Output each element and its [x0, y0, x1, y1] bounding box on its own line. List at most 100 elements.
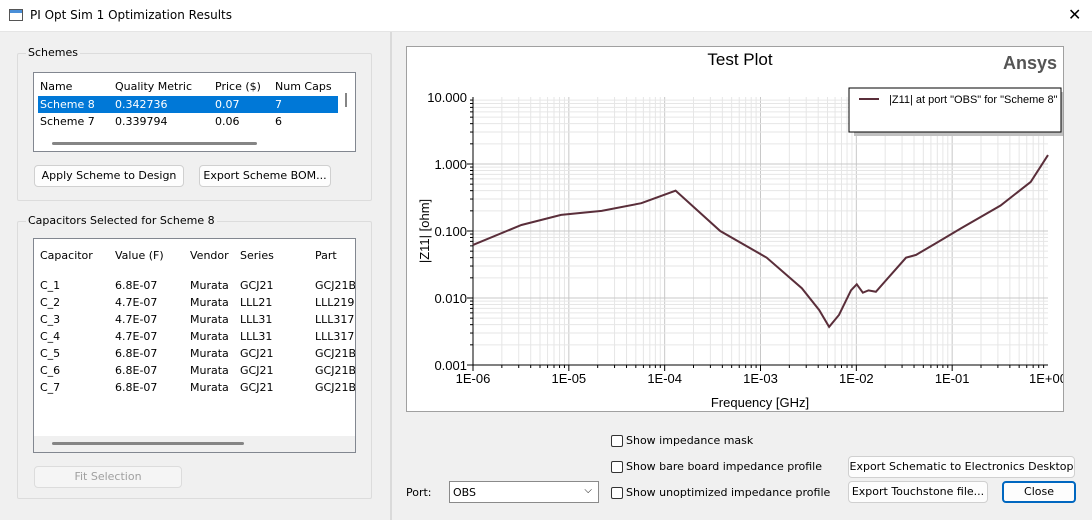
- y-axis-label: |Z11| [ohm]: [417, 199, 432, 263]
- column-header[interactable]: Vendor: [190, 249, 229, 262]
- table-cell: C_2: [40, 296, 61, 309]
- schemes-header: Name Quality Metric Price ($) Num Caps: [38, 78, 338, 95]
- table-row[interactable]: C_5 6.8E-07 Murata GCJ21 GCJ21BI: [38, 345, 356, 362]
- close-button[interactable]: Close: [1002, 481, 1076, 503]
- close-icon[interactable]: ✕: [1068, 5, 1082, 24]
- horizontal-scrollbar[interactable]: [52, 442, 244, 445]
- table-cell: 6.8E-07: [115, 364, 158, 377]
- table-cell: LLL219R: [315, 296, 355, 309]
- table-cell: C_3: [40, 313, 61, 326]
- checkbox-box[interactable]: [611, 434, 623, 447]
- column-header[interactable]: Series: [240, 249, 274, 262]
- table-row[interactable]: C_6 6.8E-07 Murata GCJ21 GCJ21BI: [38, 362, 356, 379]
- schemes-table[interactable]: Name Quality Metric Price ($) Num Caps S…: [33, 72, 356, 152]
- impedance-plot: 1E-06 1E-05 1E-04 1E-03 1E-02 1E-01 1E+00 0.001…: [417, 50, 1067, 410]
- table-cell: 0.339794: [115, 115, 168, 128]
- horizontal-scrollbar[interactable]: [52, 142, 257, 145]
- table-row[interactable]: C_4 4.7E-07 Murata LLL31 LLL317R: [38, 328, 355, 345]
- export-touchstone-button[interactable]: Export Touchstone file...: [848, 481, 988, 503]
- app-icon: [9, 9, 23, 21]
- capacitors-table[interactable]: Capacitor Value (F) Vendor Series Part C…: [33, 238, 356, 453]
- export-schematic-button[interactable]: Export Schematic to Electronics Desktop: [848, 456, 1075, 478]
- table-cell: Scheme 7: [40, 115, 95, 128]
- table-cell: Scheme 8: [40, 98, 95, 111]
- table-cell: 4.7E-07: [115, 313, 158, 326]
- table-cell: Murata: [190, 330, 229, 343]
- capacitors-group: Capacitors Selected for Scheme 8: [17, 214, 372, 499]
- show-unoptimized-checkbox[interactable]: Show unoptimized impedance profile: [611, 486, 830, 499]
- table-cell: LLL31: [240, 313, 273, 326]
- x-tick-label: 1E-06: [456, 371, 491, 386]
- splitter[interactable]: [390, 32, 392, 520]
- table-cell: GCJ21BI: [315, 279, 356, 292]
- column-header[interactable]: Value (F): [115, 249, 164, 262]
- series-line: [472, 154, 1049, 329]
- table-cell: Murata: [190, 313, 229, 326]
- table-cell: 6.8E-07: [115, 381, 158, 394]
- table-cell: GCJ21: [240, 381, 274, 394]
- checkbox-box[interactable]: [611, 486, 623, 499]
- table-cell: C_4: [40, 330, 61, 343]
- table-cell: Murata: [190, 279, 229, 292]
- table-row[interactable]: C_7 6.8E-07 Murata GCJ21 GCJ21BI: [38, 379, 356, 396]
- table-cell: 0.342736: [115, 98, 168, 111]
- column-header[interactable]: Name: [40, 80, 73, 93]
- export-bom-button[interactable]: Export Scheme BOM...: [199, 165, 331, 187]
- table-cell: LLL31: [240, 330, 273, 343]
- table-cell: 4.7E-07: [115, 330, 158, 343]
- legend-entry: |Z11| at port "OBS" for "Scheme 8": [889, 94, 1058, 106]
- x-tick-label: 1E+00: [1029, 371, 1063, 386]
- table-cell: GCJ21BI: [315, 364, 356, 377]
- column-header[interactable]: Price ($): [215, 80, 261, 93]
- table-cell: Murata: [190, 364, 229, 377]
- checkbox-label: Show bare board impedance profile: [626, 460, 822, 473]
- port-value: OBS: [453, 486, 476, 499]
- column-header[interactable]: Capacitor: [40, 249, 93, 262]
- table-cell: C_6: [40, 364, 61, 377]
- legend: [848, 87, 1062, 133]
- table-cell: C_7: [40, 381, 61, 394]
- table-cell: GCJ21: [240, 364, 274, 377]
- column-header[interactable]: Num Caps: [275, 80, 332, 93]
- table-cell: GCJ21BI: [315, 381, 356, 394]
- table-cell: 6: [275, 115, 282, 128]
- x-tick-label: 1E-02: [839, 371, 874, 386]
- table-cell: LLL21: [240, 296, 273, 309]
- table-row[interactable]: C_3 4.7E-07 Murata LLL31 LLL317R: [38, 311, 355, 328]
- column-header[interactable]: Quality Metric: [115, 80, 192, 93]
- port-select[interactable]: OBS ⌵: [449, 481, 599, 503]
- table-row[interactable]: Scheme 8 0.342736 0.07 7: [38, 96, 338, 113]
- table-cell: 6.8E-07: [115, 347, 158, 360]
- fit-selection-button[interactable]: Fit Selection: [34, 466, 182, 488]
- checkbox-label: Show unoptimized impedance profile: [626, 486, 831, 499]
- y-tick-label: 10.000: [427, 90, 467, 105]
- table-cell: Murata: [190, 296, 229, 309]
- y-tick-label: 0.100: [434, 224, 467, 239]
- table-cell: Murata: [190, 381, 229, 394]
- chart-title: Test Plot: [707, 50, 772, 69]
- apply-scheme-button[interactable]: Apply Scheme to Design: [34, 165, 184, 187]
- ansys-logo: Ansys: [1003, 53, 1057, 73]
- table-cell: GCJ21: [240, 347, 274, 360]
- show-mask-checkbox[interactable]: Show impedance mask: [611, 434, 753, 447]
- table-cell: 0.06: [215, 115, 240, 128]
- table-row[interactable]: C_1 6.8E-07 Murata GCJ21 GCJ21BI: [38, 277, 356, 294]
- port-label: Port:: [406, 486, 432, 499]
- table-row[interactable]: Scheme 7 0.339794 0.06 6: [38, 113, 338, 130]
- x-tick-label: 1E-05: [551, 371, 586, 386]
- column-header[interactable]: Part: [315, 249, 337, 262]
- checkbox-label: Show impedance mask: [626, 434, 754, 447]
- capacitors-header: Capacitor Value (F) Vendor Series Part: [38, 247, 355, 264]
- x-tick-label: 1E-03: [743, 371, 778, 386]
- x-tick-label: 1E-04: [647, 371, 682, 386]
- table-cell: LLL317R: [315, 313, 355, 326]
- x-tick-label: 1E-01: [935, 371, 970, 386]
- checkbox-box[interactable]: [611, 460, 623, 473]
- table-row[interactable]: C_2 4.7E-07 Murata LLL21 LLL219R: [38, 294, 355, 311]
- table-cell: 4.7E-07: [115, 296, 158, 309]
- table-cell: 6.8E-07: [115, 279, 158, 292]
- table-cell: 0.07: [215, 98, 240, 111]
- table-cell: GCJ21BI: [315, 347, 356, 360]
- show-bare-board-checkbox[interactable]: Show bare board impedance profile: [611, 460, 822, 473]
- vertical-scrollbar[interactable]: [345, 93, 347, 107]
